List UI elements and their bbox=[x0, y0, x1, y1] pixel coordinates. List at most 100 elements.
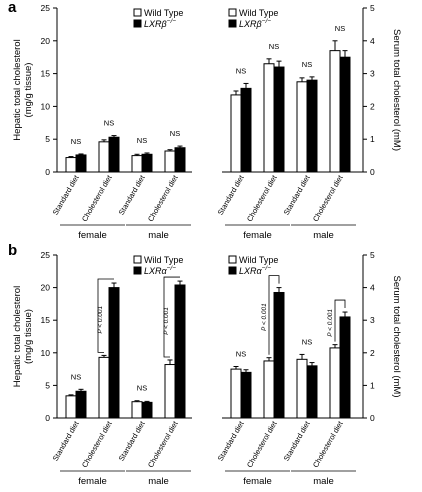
bar-wild-type bbox=[263, 63, 275, 173]
bar-knockout bbox=[306, 365, 318, 419]
category-label: Cholesterol diet bbox=[311, 173, 345, 223]
legend-label-knockout: LXRβ−/− bbox=[144, 18, 176, 29]
legend-swatch-knockout bbox=[228, 266, 237, 275]
bar-wild-type bbox=[164, 364, 176, 419]
annotation-ns: NS bbox=[137, 384, 147, 393]
bar-knockout bbox=[141, 401, 153, 419]
y-tick-label: 20 bbox=[41, 36, 51, 46]
legend-swatch-knockout bbox=[228, 19, 237, 28]
legend-label-wild-type: Wild Type bbox=[239, 8, 278, 18]
annotation-ns: NS bbox=[170, 129, 180, 138]
y-tick-label: 0 bbox=[45, 413, 50, 423]
y-axis-title: Hepatic total cholesterol bbox=[12, 286, 23, 387]
legend-label-knockout: LXRβ−/− bbox=[239, 18, 271, 29]
bar-wild-type bbox=[98, 356, 110, 419]
legend-swatch-knockout bbox=[133, 266, 142, 275]
y-tick-label: 1 bbox=[370, 134, 375, 144]
group-label: male bbox=[313, 230, 334, 241]
legend-swatch-wild-type bbox=[133, 255, 142, 264]
group-label: female bbox=[78, 230, 107, 241]
bar-wild-type bbox=[230, 94, 242, 173]
annotation-p-value: P < 0.001 bbox=[97, 305, 104, 333]
annotation-p-value: P < 0.001 bbox=[327, 309, 334, 337]
category-label: Standard diet bbox=[51, 419, 82, 463]
annotation-ns: NS bbox=[71, 137, 81, 146]
bar-knockout bbox=[75, 154, 87, 173]
bar-knockout bbox=[339, 316, 351, 419]
annotation-ns: NS bbox=[104, 119, 114, 128]
bar-knockout bbox=[306, 79, 318, 173]
category-label: Standard diet bbox=[216, 173, 247, 217]
y-tick-label: 15 bbox=[41, 69, 51, 79]
y-tick-label: 15 bbox=[41, 315, 51, 325]
significance-bracket bbox=[97, 278, 114, 353]
bar-wild-type bbox=[131, 401, 143, 419]
bar-wild-type bbox=[65, 395, 77, 419]
annotation-ns: NS bbox=[236, 349, 246, 358]
significance-bracket bbox=[334, 299, 346, 342]
annotation-ns: NS bbox=[302, 60, 312, 69]
group-label: female bbox=[243, 230, 272, 241]
annotation-ns: NS bbox=[269, 42, 279, 51]
annotation-p-value: P < 0.001 bbox=[163, 307, 170, 335]
annotation-ns: NS bbox=[71, 372, 81, 381]
y-tick-label: 25 bbox=[41, 3, 51, 13]
y-tick-label: 1 bbox=[370, 380, 375, 390]
bar-knockout bbox=[108, 287, 120, 419]
legend-label-wild-type: Wild Type bbox=[239, 255, 278, 265]
group-label: female bbox=[243, 476, 272, 487]
bar-wild-type bbox=[329, 50, 341, 173]
bar-wild-type bbox=[131, 155, 143, 173]
annotation-ns: NS bbox=[236, 66, 246, 75]
legend-swatch-wild-type bbox=[228, 8, 237, 17]
y-tick-label: 0 bbox=[370, 413, 375, 423]
annotation-ns: NS bbox=[137, 136, 147, 145]
y-tick-label: 3 bbox=[370, 69, 375, 79]
bar-knockout bbox=[339, 56, 351, 173]
y-tick-label: 10 bbox=[41, 348, 51, 358]
category-label: Standard diet bbox=[282, 419, 313, 463]
category-label: Cholesterol diet bbox=[245, 173, 279, 223]
group-label: male bbox=[148, 476, 169, 487]
group-label: female bbox=[78, 476, 107, 487]
bar-knockout bbox=[273, 66, 285, 173]
bar-wild-type bbox=[329, 347, 341, 419]
y-tick-label: 5 bbox=[370, 3, 375, 13]
bar-wild-type bbox=[296, 81, 308, 173]
bar-knockout bbox=[240, 371, 252, 419]
y-tick-label: 20 bbox=[41, 283, 51, 293]
annotation-ns: NS bbox=[302, 337, 312, 346]
y-tick-label: 25 bbox=[41, 250, 51, 260]
bar-knockout bbox=[141, 153, 153, 173]
y-tick-label: 0 bbox=[45, 167, 50, 177]
y-tick-label: 10 bbox=[41, 101, 51, 111]
y-axis-title: (mg/g tissue) bbox=[23, 63, 34, 118]
category-label: Cholesterol diet bbox=[311, 419, 345, 469]
category-label: Standard diet bbox=[117, 173, 148, 217]
bar-wild-type bbox=[230, 368, 242, 419]
legend-label-knockout: LXRα−/− bbox=[239, 265, 271, 276]
y-axis-title: Serum total cholesterol (mM) bbox=[391, 276, 402, 398]
category-label: Standard diet bbox=[51, 173, 82, 217]
significance-bracket bbox=[163, 276, 180, 358]
y-tick-label: 2 bbox=[370, 101, 375, 111]
y-tick-label: 5 bbox=[45, 380, 50, 390]
category-label: Cholesterol diet bbox=[245, 419, 279, 469]
bar-knockout bbox=[273, 291, 285, 419]
y-tick-label: 2 bbox=[370, 348, 375, 358]
bar-wild-type bbox=[98, 141, 110, 173]
y-axis-title: Serum total cholesterol (mM) bbox=[391, 29, 402, 151]
legend-label-knockout: LXRα−/− bbox=[144, 265, 176, 276]
legend-label-wild-type: Wild Type bbox=[144, 255, 183, 265]
bar-knockout bbox=[174, 284, 186, 419]
bar-knockout bbox=[108, 136, 120, 173]
group-label: male bbox=[148, 230, 169, 241]
panel-letter: b bbox=[8, 242, 17, 259]
bar-wild-type bbox=[65, 157, 77, 173]
y-tick-label: 5 bbox=[370, 250, 375, 260]
y-tick-label: 3 bbox=[370, 315, 375, 325]
category-label: Standard diet bbox=[216, 419, 247, 463]
panel-letter: a bbox=[8, 0, 17, 16]
category-label: Cholesterol diet bbox=[146, 419, 180, 469]
significance-bracket bbox=[268, 275, 280, 355]
